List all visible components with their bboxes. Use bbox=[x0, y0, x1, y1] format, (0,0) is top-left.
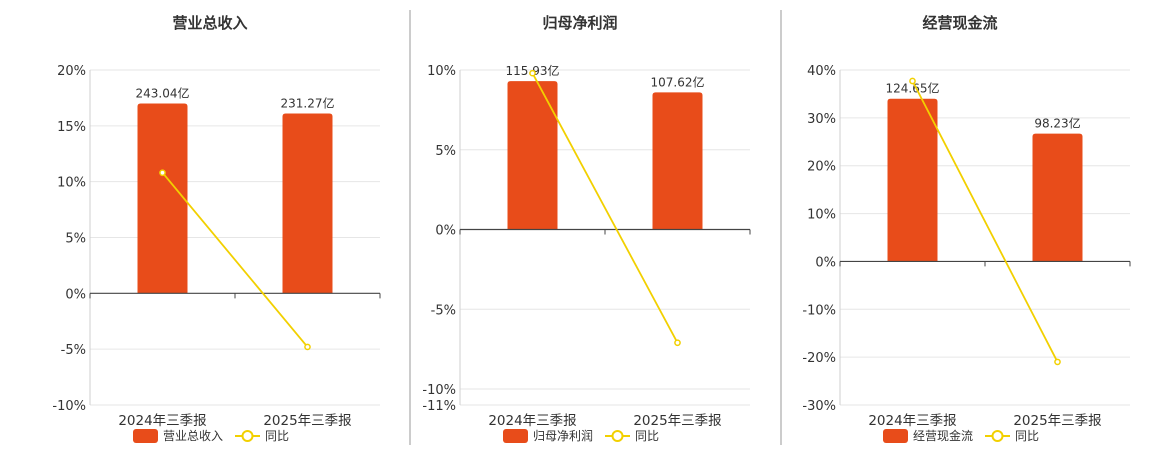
bar bbox=[887, 98, 938, 262]
chart-title: 营业总收入 bbox=[172, 14, 247, 32]
y-tick-label: 5% bbox=[65, 232, 86, 247]
chart-panel-2: 归母净利润10%5%0%-5%-10%-11%115.93亿107.62亿202… bbox=[422, 14, 751, 443]
x-category-label: 2025年三季报 bbox=[633, 413, 721, 429]
x-category-label: 2024年三季报 bbox=[118, 413, 206, 429]
bar-data-label: 243.04亿 bbox=[136, 86, 190, 101]
y-tick-label: 30% bbox=[807, 112, 836, 127]
yoy-point bbox=[909, 77, 916, 85]
yoy-point bbox=[304, 343, 311, 351]
bar bbox=[282, 113, 333, 294]
legend-bar-label: 经营现金流 bbox=[913, 428, 973, 443]
y-tick-label: 0% bbox=[815, 255, 836, 270]
x-category-label: 2025年三季报 bbox=[1013, 413, 1101, 429]
y-tick-label: 10% bbox=[427, 64, 456, 79]
yoy-line bbox=[531, 72, 679, 344]
y-tick-label: 10% bbox=[57, 176, 86, 191]
yoy-point bbox=[529, 69, 536, 77]
y-tick-label: 20% bbox=[807, 160, 836, 175]
bar-data-label: 107.62亿 bbox=[651, 74, 705, 89]
chart-panel-3: 经营现金流 40% 30% 20% 10% 0% -10% -20% -30% 124.65亿 98… bbox=[802, 14, 1131, 443]
y-tick-label: 5% bbox=[435, 144, 456, 159]
y-tick-label: 15% bbox=[57, 120, 86, 135]
y-tick-label: -20% bbox=[802, 351, 836, 366]
y-tick-label: -10% bbox=[422, 383, 456, 398]
y-tick-label: -30% bbox=[802, 399, 836, 414]
y-tick-label: 40% bbox=[807, 64, 836, 79]
yoy-point bbox=[159, 169, 166, 177]
y-tick-label: 10% bbox=[807, 208, 836, 223]
y-tick-label: -11% bbox=[422, 399, 456, 414]
yoy-point bbox=[1054, 358, 1061, 366]
y-tick-label: 0% bbox=[65, 287, 86, 302]
chart-title: 经营现金流 bbox=[922, 14, 997, 32]
y-tick-label: -5% bbox=[61, 343, 86, 358]
chart-title: 归母净利润 bbox=[542, 14, 617, 32]
x-category-label: 2025年三季报 bbox=[263, 413, 351, 429]
legend-bar-swatch bbox=[133, 429, 158, 443]
x-category-label: 2024年三季报 bbox=[488, 413, 576, 429]
y-tick-label: -5% bbox=[431, 303, 456, 318]
x-category-label: 2024年三季报 bbox=[868, 413, 956, 429]
y-tick-label: -10% bbox=[52, 399, 86, 414]
legend-line-marker bbox=[611, 430, 624, 442]
bar bbox=[507, 81, 558, 230]
bar-data-label: 124.65亿 bbox=[886, 81, 940, 96]
legend-line-marker bbox=[241, 430, 254, 442]
legend-line-label: 同比 bbox=[265, 429, 289, 443]
bar bbox=[137, 103, 188, 294]
bar-data-label: 231.27亿 bbox=[281, 96, 335, 111]
y-tick-label: -10% bbox=[802, 303, 836, 318]
yoy-line bbox=[161, 172, 309, 348]
yoy-line bbox=[911, 80, 1059, 363]
legend-line-label: 同比 bbox=[635, 429, 659, 443]
chart-panel-1: 营业总收入 20% 15% 10% 5% 0% -5% -10% 243.04亿 231.27亿 2… bbox=[52, 14, 381, 443]
legend-line-marker bbox=[991, 430, 1004, 442]
y-tick-label: 0% bbox=[435, 224, 456, 239]
yoy-point bbox=[674, 339, 681, 347]
legend-line-label: 同比 bbox=[1015, 429, 1039, 443]
bar bbox=[1032, 133, 1083, 262]
y-tick-label: 20% bbox=[57, 64, 86, 79]
bar bbox=[652, 92, 703, 230]
legend-bar-swatch bbox=[883, 429, 908, 443]
legend-bar-swatch bbox=[503, 429, 528, 443]
legend-bar-label: 归母净利润 bbox=[533, 429, 593, 443]
bar-data-label: 98.23亿 bbox=[1034, 116, 1080, 131]
legend-bar-label: 营业总收入 bbox=[163, 429, 223, 443]
